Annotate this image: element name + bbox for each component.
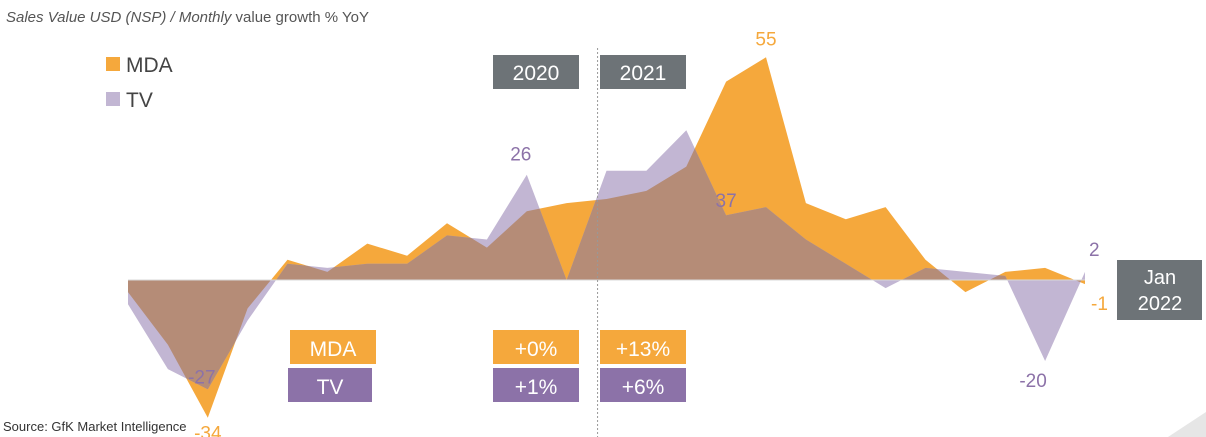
chart-title: Sales Value USD (NSP) / Monthly value gr… xyxy=(6,9,369,26)
point-label-mda-2: -34 xyxy=(194,424,222,437)
legend-label-tv: TV xyxy=(126,89,153,112)
point-label-tv-10: 26 xyxy=(510,145,531,166)
summary-mda-2021-bg xyxy=(600,330,686,364)
year-badge-2020: 2020 xyxy=(513,62,560,85)
legend-label-mda: MDA xyxy=(126,54,173,77)
summary-tv-2021-bg xyxy=(600,368,686,402)
summary-mda-2020: +0% xyxy=(515,338,558,361)
point-label-tv-23: -20 xyxy=(1019,371,1046,392)
point-label-mda-24: -1 xyxy=(1091,294,1108,315)
point-label-tv-15: 37 xyxy=(716,191,737,212)
year-badge-2021: 2021 xyxy=(620,62,667,85)
point-labels: -34 -27 26 55 37 -20 2 -1 xyxy=(188,29,1108,437)
corner-decoration xyxy=(1168,412,1206,437)
period-badge-year: 2022 xyxy=(1138,293,1183,315)
legend-swatch-mda xyxy=(106,57,120,71)
point-label-tv-24: 2 xyxy=(1089,240,1100,261)
summary-tv-name: TV xyxy=(317,376,344,399)
summary-mda-2020-bg xyxy=(493,330,579,364)
summary-tv-name-bg xyxy=(288,368,372,402)
point-label-tv-2: -27 xyxy=(188,367,215,388)
period-badge-month: Jan xyxy=(1144,267,1176,289)
year-badge-2021-bg xyxy=(600,55,686,89)
summary-tv-2020-bg xyxy=(493,368,579,402)
summary-mda-name: MDA xyxy=(310,338,357,361)
year-badge-2020-bg xyxy=(493,55,579,89)
point-label-mda-16: 55 xyxy=(755,29,776,50)
series-area-overlap xyxy=(128,130,1085,390)
summary-mda-name-bg xyxy=(290,330,376,364)
legend-swatch-tv xyxy=(106,92,120,106)
summary-mda-2021: +13% xyxy=(616,338,670,361)
chart-title-italic: Sales Value USD (NSP) / Monthly xyxy=(6,9,233,26)
summary-tv-2021: +6% xyxy=(622,376,665,399)
period-badge-bg xyxy=(1117,260,1202,320)
chart-title-rest: value growth % YoY xyxy=(231,9,369,26)
source-note: Source: GfK Market Intelligence xyxy=(3,419,187,434)
summary-tv-2020: +1% xyxy=(515,376,558,399)
